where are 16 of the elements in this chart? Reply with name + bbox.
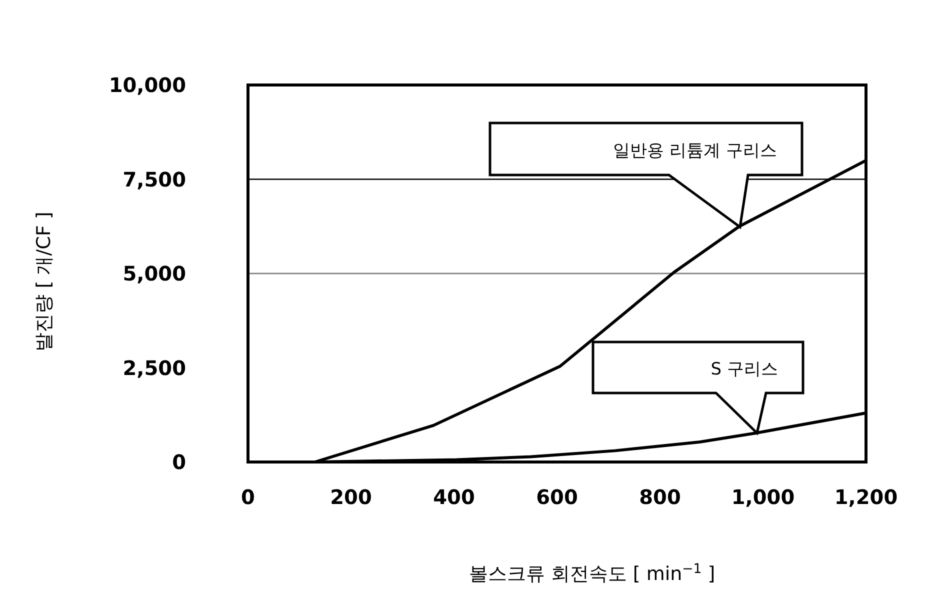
x-tick-label: 600 [536,485,578,509]
y-tick-label: 0 [172,450,186,474]
x-tick-label: 200 [330,485,372,509]
y-tick-label: 7,500 [122,167,186,192]
annotation: S 구리스 [710,360,778,380]
x-tick-label: 400 [433,485,475,509]
y-tick-label: 5,000 [122,262,186,286]
x-tick-label: 1,000 [731,485,795,509]
x-axis-title: 볼스크류 회전속도 [ min$^{−1}$ ] [468,562,716,585]
y-tick-label: 2,500 [122,356,186,380]
x-tick-label: 800 [639,485,681,509]
x-tick-label: 0 [241,485,255,509]
x-tick-label: 1,200 [834,485,898,509]
y-tick-label: 10,000 [108,73,186,97]
y-axis-title: 발진량 [ 개/CF ] [33,212,55,352]
annotation: 일반용 리튬계 구리스 [613,141,777,161]
